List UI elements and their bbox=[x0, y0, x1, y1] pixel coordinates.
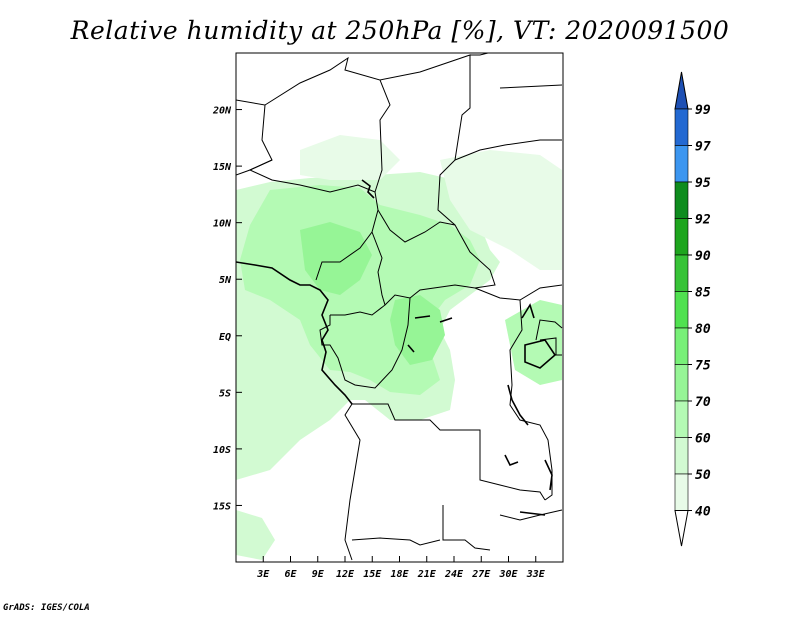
border-line bbox=[454, 139, 562, 161]
y-tick-label: 5S bbox=[219, 388, 231, 399]
border-line bbox=[236, 99, 273, 176]
border-line bbox=[264, 56, 391, 193]
y-tick-label: 15N bbox=[213, 162, 232, 173]
border-line bbox=[379, 54, 496, 306]
border-line bbox=[330, 231, 386, 316]
colorbar-band bbox=[674, 437, 689, 475]
lake-victoria bbox=[524, 339, 557, 369]
lake-kariba bbox=[519, 511, 546, 516]
lake-malawi bbox=[544, 459, 553, 491]
border-line bbox=[470, 53, 491, 56]
colorbar-level-label: 97 bbox=[695, 140, 711, 155]
humidity-field bbox=[236, 135, 562, 560]
colorbar-level-label: 99 bbox=[695, 103, 711, 118]
lake-chad bbox=[361, 179, 375, 199]
humidity-region-north bbox=[300, 135, 400, 180]
x-axis: 3E 6E 9E 12E 15E 18E 21E 24E 27E 30E 33E bbox=[256, 556, 546, 580]
colorbar: 99 97 95 92 90 85 80 75 70 60 50 40 bbox=[674, 71, 711, 547]
colorbar-level-label: 80 bbox=[695, 322, 711, 337]
border-line bbox=[442, 505, 491, 551]
border-line bbox=[344, 403, 361, 561]
colorbar-max-triangle bbox=[674, 71, 689, 110]
colorbar-band bbox=[674, 400, 689, 438]
border-line bbox=[351, 537, 441, 546]
border-line bbox=[319, 297, 411, 389]
colorbar-level-label: 70 bbox=[695, 395, 711, 410]
colorbar-level-label: 92 bbox=[695, 213, 711, 228]
colorbar-band bbox=[674, 145, 689, 183]
x-tick-label: 18E bbox=[390, 569, 409, 580]
colorbar-level-label: 40 bbox=[695, 505, 711, 520]
river-congo bbox=[407, 315, 453, 353]
colorbar-band bbox=[674, 108, 689, 146]
colorbar-band bbox=[674, 181, 689, 219]
border-line bbox=[474, 284, 563, 301]
border-line bbox=[499, 509, 563, 521]
x-tick-label: 21E bbox=[417, 569, 437, 580]
colorbar-level-label: 75 bbox=[695, 359, 711, 374]
colorbar-level-label: 60 bbox=[695, 432, 711, 447]
x-tick-label: 6E bbox=[284, 569, 297, 580]
border-line bbox=[535, 319, 563, 341]
border-line bbox=[352, 403, 546, 501]
colorbar-band bbox=[674, 218, 689, 256]
lake-mweru bbox=[504, 454, 519, 467]
y-tick-label: 10S bbox=[213, 445, 231, 456]
colorbar-band bbox=[674, 291, 689, 329]
x-tick-label: 15E bbox=[363, 569, 382, 580]
colorbar-min-triangle bbox=[674, 510, 689, 547]
y-axis: 20N 15N 10N 5N EQ 5S 10S 15S bbox=[212, 106, 242, 512]
y-tick-label: 5N bbox=[219, 275, 232, 286]
chart-title: Relative humidity at 250hPa [%], VT: 202… bbox=[70, 16, 730, 45]
country-borders bbox=[236, 53, 563, 561]
lake-albert bbox=[521, 303, 535, 319]
grads-credit: GrADS: IGES/COLA bbox=[3, 603, 90, 613]
humidity-region-southwest bbox=[236, 510, 275, 560]
y-tick-label: 20N bbox=[212, 106, 232, 117]
colorbar-band bbox=[674, 254, 689, 292]
colorbar-level-label: 90 bbox=[695, 249, 711, 264]
humidity-region-cameroon bbox=[390, 295, 445, 365]
y-tick-label: 15S bbox=[213, 501, 231, 512]
border-line bbox=[377, 209, 456, 243]
x-tick-label: 27E bbox=[471, 569, 491, 580]
y-tick-label: EQ bbox=[219, 332, 231, 343]
x-tick-label: 24E bbox=[444, 569, 464, 580]
x-tick-label: 3E bbox=[256, 569, 270, 580]
x-tick-label: 30E bbox=[498, 569, 518, 580]
colorbar-level-label: 50 bbox=[695, 468, 711, 483]
colorbar-band bbox=[674, 473, 689, 511]
y-tick-label: 10N bbox=[213, 219, 232, 230]
colorbar-level-label: 85 bbox=[695, 286, 711, 301]
border-line bbox=[499, 84, 563, 89]
colorbar-band bbox=[674, 327, 689, 365]
border-line bbox=[539, 337, 562, 356]
coastline-path bbox=[236, 261, 353, 405]
colorbar-band bbox=[674, 364, 689, 402]
colorbar-level-label: 95 bbox=[695, 176, 711, 191]
humidity-region-congo bbox=[300, 222, 372, 295]
x-tick-label: 12E bbox=[336, 569, 355, 580]
lake-tanganyika bbox=[507, 384, 529, 426]
humidity-region-sudan bbox=[440, 150, 562, 270]
x-tick-label: 9E bbox=[312, 569, 325, 580]
coastline bbox=[236, 179, 557, 516]
x-tick-label: 33E bbox=[526, 569, 546, 580]
